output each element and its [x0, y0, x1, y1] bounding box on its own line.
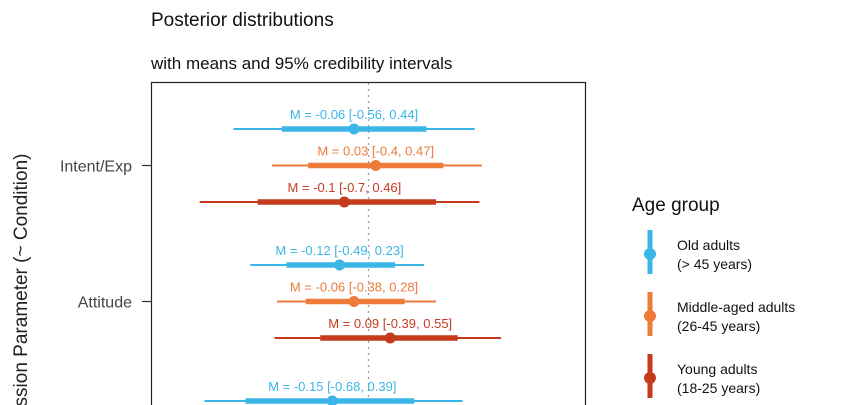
legend-entry: Middle-aged adults (26-45 years): [644, 292, 795, 336]
point-label: M = -0.1 [-0.7, 0.46]: [287, 180, 401, 195]
mean-point: [348, 296, 360, 307]
mean-point: [348, 123, 360, 135]
interval-1-1: M = -0.06 [-0.38, 0.28]: [276, 280, 437, 307]
legend-swatch-point: [644, 372, 656, 384]
y-tick-label: Intent/Exp: [60, 159, 132, 176]
chart-subtitle: with means and 95% credibility intervals: [150, 54, 452, 73]
interval-2-0: M = -0.1 [-0.7, 0.46]: [199, 180, 480, 208]
mean-point: [370, 160, 382, 171]
legend-label: Middle-aged adults: [677, 299, 795, 315]
interval-0-0: M = -0.06 [-0.56, 0.44]: [233, 107, 475, 135]
interval-0-1: M = -0.12 [-0.49, 0.23]: [250, 243, 424, 271]
legend-swatch-point: [644, 310, 656, 322]
mean-point: [326, 395, 338, 405]
mean-point: [338, 196, 350, 208]
point-label: M = -0.06 [-0.38, 0.28]: [290, 280, 418, 295]
chart-title: Posterior distributions: [151, 10, 334, 31]
point-label: M = -0.15 [-0.68, 0.39]: [268, 379, 396, 394]
point-label: M = 0.09 [-0.39, 0.55]: [328, 316, 452, 331]
legend-entry: Young adults (18-25 years): [644, 354, 760, 398]
legend-label: Old adults: [677, 237, 740, 253]
legend-entry: Old adults (> 45 years): [644, 230, 752, 274]
y-tick-label: Attitude: [78, 295, 132, 312]
point-label: M = -0.06 [-0.56, 0.44]: [290, 107, 418, 122]
legend-swatch-point: [644, 248, 656, 260]
legend-title: Age group: [632, 195, 720, 216]
plot-panel: [150, 81, 587, 405]
legend-sublabel: (18-25 years): [677, 380, 760, 396]
y-axis-label: ssion Parameter (~ Condition): [11, 154, 32, 405]
point-label: M = 0.03 [-0.4, 0.47]: [317, 144, 434, 159]
interval-1-0: M = 0.03 [-0.4, 0.47]: [272, 144, 482, 171]
legend-sublabel: (26-45 years): [677, 318, 760, 334]
mean-point: [334, 259, 346, 271]
y-axis: Intent/Exp Attitude: [60, 159, 152, 312]
point-label: M = -0.12 [-0.49, 0.23]: [275, 243, 403, 258]
interval-2-1: M = 0.09 [-0.39, 0.55]: [274, 316, 502, 344]
legend-label: Young adults: [677, 361, 757, 377]
legend-sublabel: (> 45 years): [677, 256, 752, 272]
mean-point: [384, 332, 396, 344]
legend: Age group Old adults (> 45 years) Middle-a…: [632, 195, 795, 398]
interval-0-2: M = -0.15 [-0.68, 0.39]: [204, 379, 463, 405]
chart-marks: M = -0.06 [-0.56, 0.44] M = -0.12 [-0.49,…: [199, 107, 502, 405]
